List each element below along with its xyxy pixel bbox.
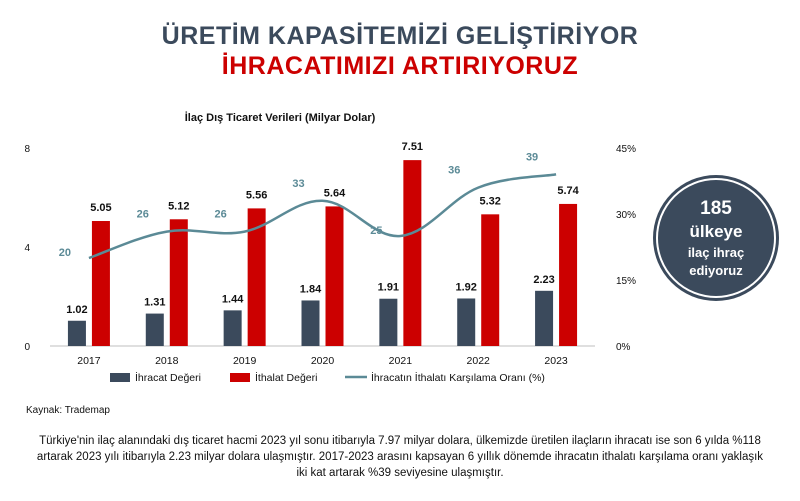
ratio-data-label: 36 [448, 165, 460, 177]
import-data-label: 5.32 [480, 195, 501, 207]
import-data-label: 5.74 [557, 185, 579, 197]
import-bar [169, 219, 188, 346]
badge-line-4: ediyoruz [689, 263, 743, 278]
country-count-badge: 185 ülkeye ilaç ihraç ediyoruz [656, 178, 776, 298]
export-bar [145, 313, 164, 346]
import-data-label: 7.51 [402, 141, 423, 153]
ratio-data-label: 26 [137, 209, 149, 221]
x-tick-label: 2017 [77, 355, 101, 367]
y-right-tick-label: 15% [616, 276, 636, 287]
badge-count: 185 [700, 198, 732, 219]
ratio-data-label: 33 [292, 178, 304, 190]
ratio-data-label: 39 [526, 151, 538, 163]
main-title-line-1: ÜRETİM KAPASİTEMİZİ GELİŞTİRİYOR [161, 22, 639, 50]
ratio-series-line [88, 173, 557, 260]
import-data-label: 5.56 [246, 189, 267, 201]
export-data-label: 1.84 [300, 283, 322, 295]
badge-line-2: ülkeye [689, 222, 743, 241]
export-bar [457, 298, 476, 346]
import-data-label: 5.64 [324, 187, 346, 199]
export-data-label: 1.02 [66, 304, 87, 316]
import-data-label: 5.05 [90, 202, 111, 214]
export-data-label: 1.31 [144, 297, 165, 309]
export-bar [535, 290, 554, 346]
export-bar [301, 300, 320, 346]
import-bar [559, 203, 578, 346]
import-data-label: 5.12 [168, 200, 189, 212]
chart-title: İlaç Dış Ticaret Verileri (Milyar Dolar) [184, 112, 376, 124]
legend-label-import: İthalat Değeri [255, 371, 317, 384]
import-bar [91, 221, 110, 346]
export-bar [223, 310, 242, 346]
legend-swatch-import [230, 373, 250, 382]
x-tick-label: 2020 [311, 355, 335, 367]
x-tick-label: 2019 [233, 355, 257, 367]
legend-label-export: İhracat Değeri [135, 371, 201, 384]
import-bar [247, 208, 266, 346]
y-left-tick-label: 4 [24, 243, 30, 254]
x-tick-label: 2021 [389, 355, 413, 367]
legend-label-ratio: İhracatın İthalatı Karşılama Oranı (%) [371, 371, 545, 384]
export-bar [379, 298, 398, 346]
legend-swatch-export [110, 373, 130, 382]
export-data-label: 2.23 [533, 274, 554, 286]
y-right-tick-label: 0% [616, 342, 631, 353]
ratio-data-label: 26 [215, 209, 227, 221]
y-right-tick-label: 45% [616, 144, 636, 155]
y-left-tick-label: 0 [24, 342, 30, 353]
source-note: Kaynak: Trademap [26, 405, 110, 416]
import-bar [325, 206, 344, 346]
footer-description: Türkiye'nin ilaç alanındaki dış ticaret … [36, 435, 764, 479]
y-right-tick-label: 30% [616, 210, 636, 221]
export-data-label: 1.44 [222, 293, 244, 305]
import-bar [481, 214, 500, 346]
y-left-tick-label: 8 [24, 144, 30, 155]
ratio-data-label: 20 [59, 247, 71, 259]
x-tick-label: 2022 [467, 355, 491, 367]
import-bar [403, 160, 422, 346]
ratio-data-label: 25 [370, 225, 382, 237]
export-data-label: 1.91 [378, 282, 399, 294]
badge-line-3: ilaç ihraç [687, 245, 745, 260]
x-tick-label: 2018 [155, 355, 179, 367]
export-bar [67, 320, 86, 346]
x-tick-label: 2023 [544, 355, 568, 367]
export-data-label: 1.92 [456, 281, 477, 293]
main-title-line-2: İHRACATIMIZI ARTIRIYORUZ [221, 52, 579, 80]
